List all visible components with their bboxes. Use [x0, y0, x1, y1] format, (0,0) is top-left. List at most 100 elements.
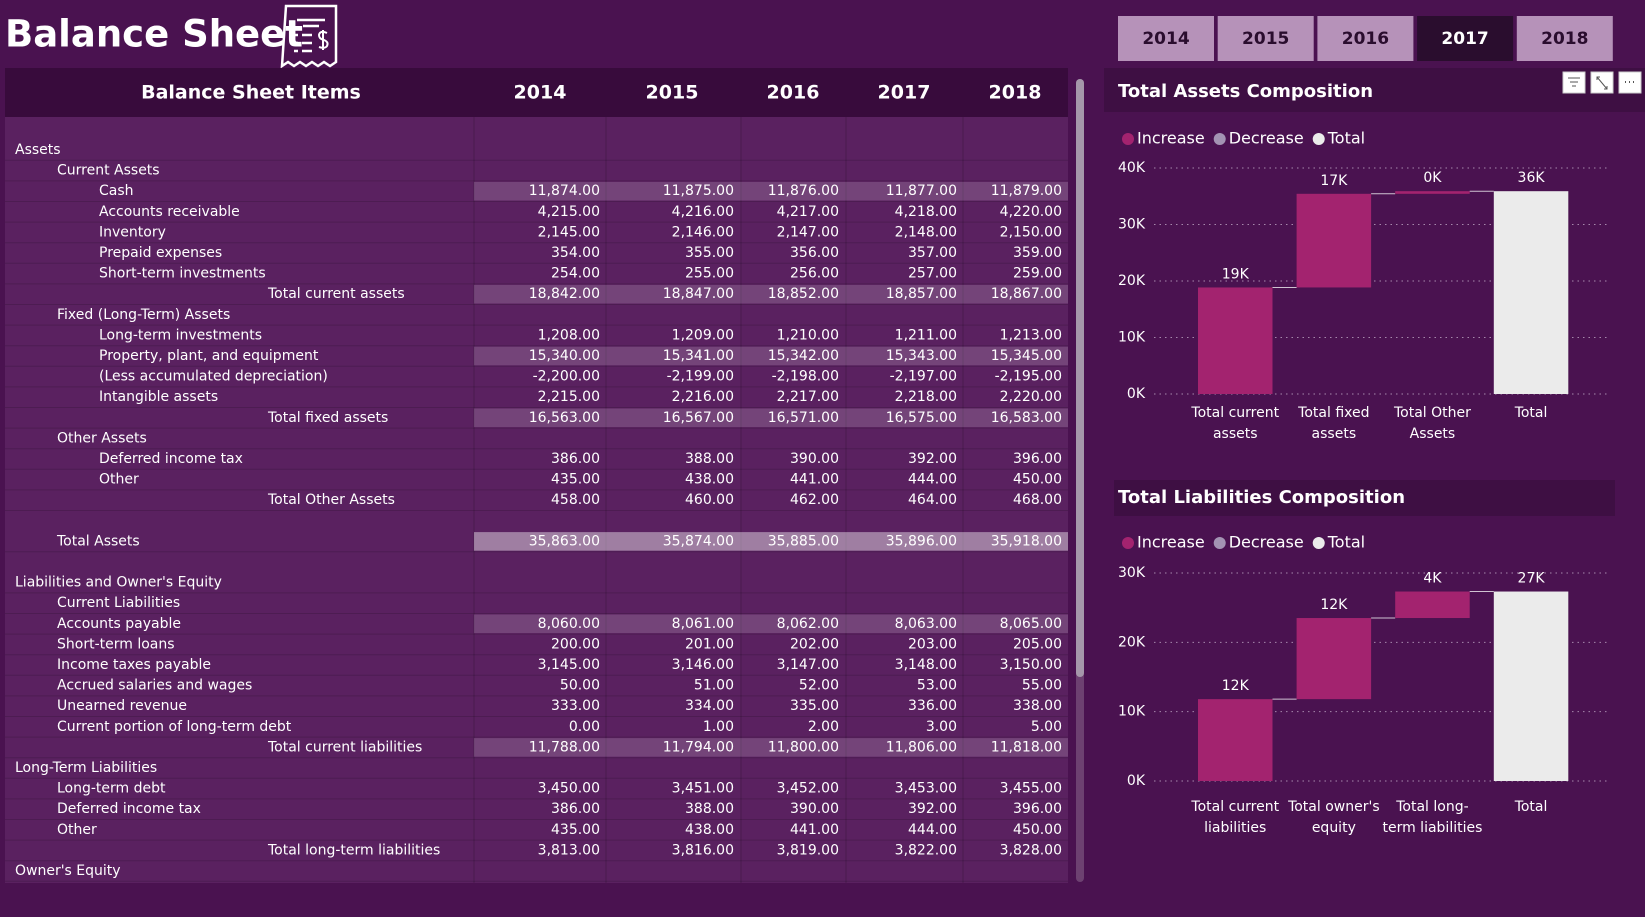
cell-value: 390.00: [790, 451, 839, 467]
cell-value: 18,857.00: [886, 286, 957, 302]
x-tick-label: Total Other Assets: [1393, 405, 1471, 442]
cell-value: 11,875.00: [663, 183, 734, 199]
bar: [1198, 287, 1273, 394]
data-label: 12K: [1320, 597, 1348, 613]
cell-value: 16,567.00: [663, 410, 734, 426]
cell-value: 334.00: [685, 698, 734, 714]
row-label: Total Assets: [56, 533, 140, 549]
cell-value: 203.00: [908, 636, 957, 652]
y-tick-label: 10K: [1118, 330, 1146, 346]
year-button-label[interactable]: 2015: [1242, 29, 1289, 49]
cell-value: 2,146.00: [672, 224, 734, 240]
year-button[interactable]: [1317, 16, 1414, 61]
cell-value: 388.00: [685, 451, 734, 467]
row-label: Total current liabilities: [267, 739, 422, 755]
x-tick-label: Total owner's equity: [1288, 799, 1380, 836]
visual-header-icons[interactable]: [1562, 71, 1642, 94]
cell-value: 16,571.00: [768, 410, 839, 426]
row-label: Current portion of long-term debt: [57, 719, 292, 735]
cell-value: 4,215.00: [538, 204, 600, 220]
cell-value: 3,150.00: [1000, 657, 1062, 673]
x-tick-label: Total: [1514, 799, 1548, 815]
row-label: Accounts receivable: [99, 204, 240, 220]
cell-value: 202.00: [790, 636, 839, 652]
y-tick-label: 30K: [1118, 565, 1146, 581]
year-button-label[interactable]: 2014: [1142, 29, 1189, 49]
cell-value: 8,060.00: [538, 616, 600, 632]
cell-value: 11,877.00: [886, 183, 957, 199]
row-highlight: [474, 284, 1068, 304]
row-highlight: [474, 408, 1068, 428]
cell-value: 355.00: [685, 245, 734, 261]
column-header: 2014: [514, 82, 567, 104]
cell-value: 386.00: [551, 801, 600, 817]
cell-value: 15,341.00: [663, 348, 734, 364]
cell-value: 3,455.00: [1000, 781, 1062, 797]
data-label: 36K: [1518, 170, 1546, 186]
row-highlight: [474, 181, 1068, 201]
cell-value: 2,215.00: [538, 389, 600, 405]
cell-value: 450.00: [1013, 822, 1062, 838]
chart-title: Total Assets Composition: [1118, 81, 1373, 102]
cell-value: 392.00: [908, 801, 957, 817]
year-button[interactable]: [1217, 16, 1314, 61]
cell-value: 16,575.00: [886, 410, 957, 426]
cell-value: 8,065.00: [1000, 616, 1062, 632]
row-label: Intangible assets: [99, 389, 218, 405]
year-button[interactable]: [1118, 16, 1214, 61]
cell-value: 392.00: [908, 451, 957, 467]
cell-value: 3,828.00: [1000, 842, 1062, 858]
cell-value: 11,874.00: [529, 183, 600, 199]
row-label: Other Assets: [57, 430, 147, 446]
cell-value: 15,345.00: [991, 348, 1062, 364]
cell-value: 51.00: [694, 678, 734, 694]
cell-value: 2,148.00: [895, 224, 957, 240]
cell-value: 1.00: [703, 719, 734, 735]
cell-value: 396.00: [1013, 451, 1062, 467]
row-label: Assets: [15, 142, 61, 158]
year-button-label[interactable]: 2018: [1541, 29, 1588, 49]
cell-value: 16,583.00: [991, 410, 1062, 426]
cell-value: 1,209.00: [672, 327, 734, 343]
cell-value: 3,822.00: [895, 842, 957, 858]
legend-label: Total: [1327, 533, 1365, 552]
year-button-label[interactable]: 2017: [1441, 29, 1488, 49]
row-label: Short-term loans: [57, 636, 175, 652]
row-label: Liabilities and Owner's Equity: [15, 575, 222, 591]
legend-marker: [1312, 537, 1325, 549]
row-label: Total current assets: [267, 286, 405, 302]
cell-value: 3,819.00: [777, 842, 839, 858]
cell-value: 11,788.00: [529, 739, 600, 755]
cell-value: 336.00: [908, 698, 957, 714]
row-label: Deferred income tax: [57, 801, 201, 817]
y-tick-label: 30K: [1118, 217, 1146, 233]
cell-value: 1,208.00: [538, 327, 600, 343]
year-button[interactable]: [1516, 16, 1613, 61]
cell-value: 2,216.00: [672, 389, 734, 405]
x-tick-label: Total current assets: [1191, 405, 1280, 442]
cell-value: 462.00: [790, 492, 839, 508]
row-label: Total Other Assets: [267, 492, 395, 508]
data-label: 19K: [1222, 266, 1250, 282]
cell-value: 8,063.00: [895, 616, 957, 632]
row-label: Current Assets: [57, 163, 160, 179]
y-tick-label: 0K: [1127, 773, 1146, 789]
year-button[interactable]: [1417, 16, 1514, 61]
scrollbar-thumb[interactable]: [1076, 79, 1084, 677]
data-label: 4K: [1423, 571, 1442, 587]
column-header: Balance Sheet Items: [141, 82, 361, 104]
row-label: Other: [99, 472, 139, 488]
bar: [1493, 591, 1569, 781]
cell-value: 11,794.00: [663, 739, 734, 755]
cell-value: 386.00: [551, 451, 600, 467]
year-button-label[interactable]: 2016: [1342, 29, 1389, 49]
row-highlight: [474, 738, 1068, 757]
row-label: Accounts payable: [57, 616, 181, 632]
row-highlight: [474, 614, 1068, 634]
row-label: Accrued salaries and wages: [57, 678, 252, 694]
cell-value: 11,876.00: [768, 183, 839, 199]
legend-marker: [1122, 537, 1134, 549]
legend-label: Decrease: [1229, 533, 1304, 552]
cell-value: 35,874.00: [663, 533, 734, 549]
row-label: Long-term debt: [57, 781, 166, 797]
